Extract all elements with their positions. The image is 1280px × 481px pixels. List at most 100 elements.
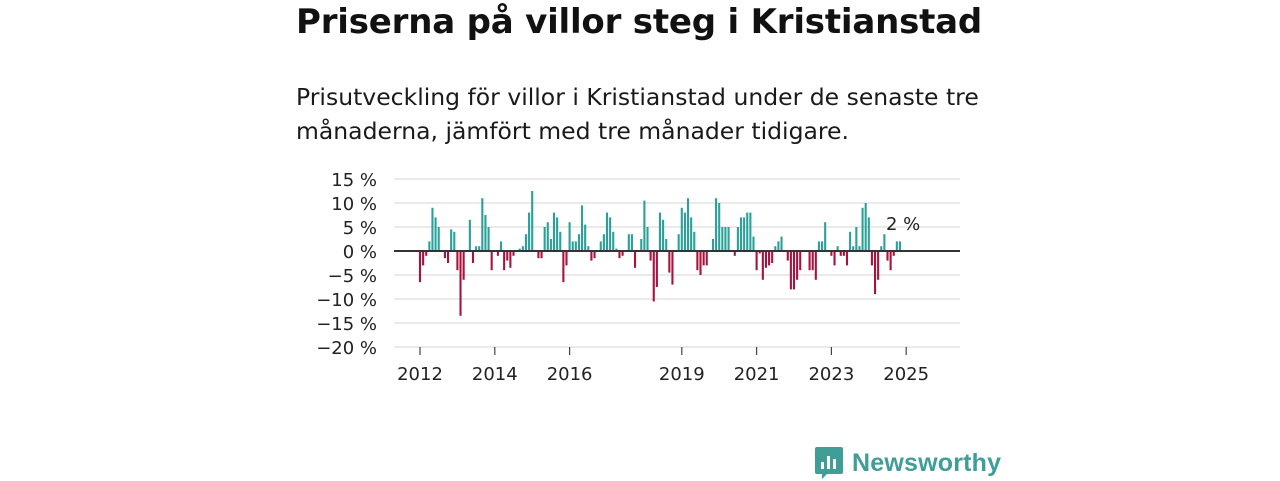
bar — [503, 251, 506, 271]
bar — [824, 222, 827, 251]
chart-title: Priserna på villor steg i Kristianstad — [296, 2, 983, 42]
last-value-annotation: 2 % — [886, 214, 920, 235]
bar — [509, 251, 512, 268]
bar — [487, 227, 490, 251]
bar — [437, 227, 440, 251]
bar — [565, 251, 568, 266]
bar — [774, 246, 777, 251]
bar — [758, 251, 761, 254]
bar — [755, 251, 758, 271]
y-tick-label: 15 % — [331, 170, 377, 191]
bar — [468, 219, 471, 251]
bar — [655, 251, 658, 287]
bar — [574, 241, 577, 251]
bar — [602, 234, 605, 251]
bars — [418, 191, 902, 316]
bar — [718, 203, 721, 251]
bar — [518, 248, 521, 251]
newsworthy-logo-icon — [815, 447, 843, 479]
bar — [764, 251, 767, 268]
bar — [711, 239, 715, 251]
bar — [743, 217, 746, 251]
bar — [749, 212, 752, 251]
bar — [649, 251, 652, 261]
bar — [892, 251, 895, 256]
y-tick-label: −20 % — [316, 338, 377, 359]
bar — [727, 227, 730, 251]
bar — [450, 229, 453, 251]
bar — [715, 198, 718, 251]
x-tick-label: 2023 — [808, 364, 854, 385]
bar — [431, 207, 434, 251]
bar — [627, 234, 630, 251]
bar — [796, 251, 799, 280]
bar — [593, 251, 596, 259]
x-tick-label: 2025 — [883, 364, 929, 385]
bar — [786, 251, 789, 261]
y-tick-label: −10 % — [316, 290, 377, 311]
bar — [447, 251, 450, 263]
bar — [677, 234, 680, 251]
bar — [889, 251, 892, 271]
bar — [425, 251, 428, 256]
bar — [531, 191, 534, 251]
bar — [855, 227, 858, 251]
bar — [777, 241, 780, 251]
bar-chart: 15 %10 %5 %0 %−5 %−10 %−15 %−20 % 2012 20… — [316, 170, 960, 385]
brand-name: Newsworthy — [852, 448, 1002, 477]
bar — [858, 246, 861, 251]
chart-subtitle: Prisutveckling för villor i Kristianstad… — [296, 83, 979, 145]
bar — [552, 212, 556, 251]
bar — [590, 251, 593, 261]
bar — [543, 227, 546, 251]
bar — [546, 222, 549, 251]
bar — [496, 251, 499, 256]
bar — [634, 251, 637, 268]
bar — [577, 234, 580, 251]
bar — [864, 203, 867, 251]
bar — [528, 212, 531, 251]
bar — [418, 251, 422, 283]
bar — [780, 236, 783, 251]
bar — [699, 251, 702, 275]
bar — [549, 239, 552, 251]
bar — [867, 217, 870, 251]
bar — [680, 207, 683, 251]
bar — [524, 234, 528, 251]
y-tick-label: 10 % — [331, 194, 377, 215]
bar — [621, 251, 624, 256]
bar — [752, 236, 755, 251]
bar — [895, 241, 898, 251]
bar — [811, 251, 814, 271]
bar — [671, 251, 674, 285]
bar — [428, 241, 431, 251]
y-axis-labels: 15 % 10 % 5 % 0 % −5 % −10 % −15 % −20 % — [316, 170, 377, 359]
bar — [471, 251, 475, 263]
bar — [668, 251, 671, 273]
bar — [484, 215, 487, 251]
bar — [481, 198, 484, 251]
bar — [836, 246, 839, 251]
bar — [849, 231, 852, 251]
bar — [581, 205, 584, 251]
bar — [877, 251, 880, 280]
bar — [833, 251, 836, 266]
bar — [462, 251, 465, 280]
bar — [571, 241, 574, 251]
bar — [693, 231, 696, 251]
bar — [686, 198, 690, 251]
bar — [537, 251, 540, 259]
y-tick-label: −15 % — [316, 314, 377, 335]
bar — [771, 251, 774, 263]
bar — [665, 239, 668, 251]
bar — [789, 251, 792, 290]
bar — [540, 251, 543, 259]
bar — [422, 251, 425, 266]
bar — [702, 251, 705, 266]
bar — [792, 251, 796, 290]
bar — [724, 227, 727, 251]
brand-logo: Newsworthy — [814, 445, 1001, 481]
bar — [845, 251, 849, 266]
bar — [658, 212, 662, 251]
y-tick-label: −5 % — [328, 266, 377, 287]
